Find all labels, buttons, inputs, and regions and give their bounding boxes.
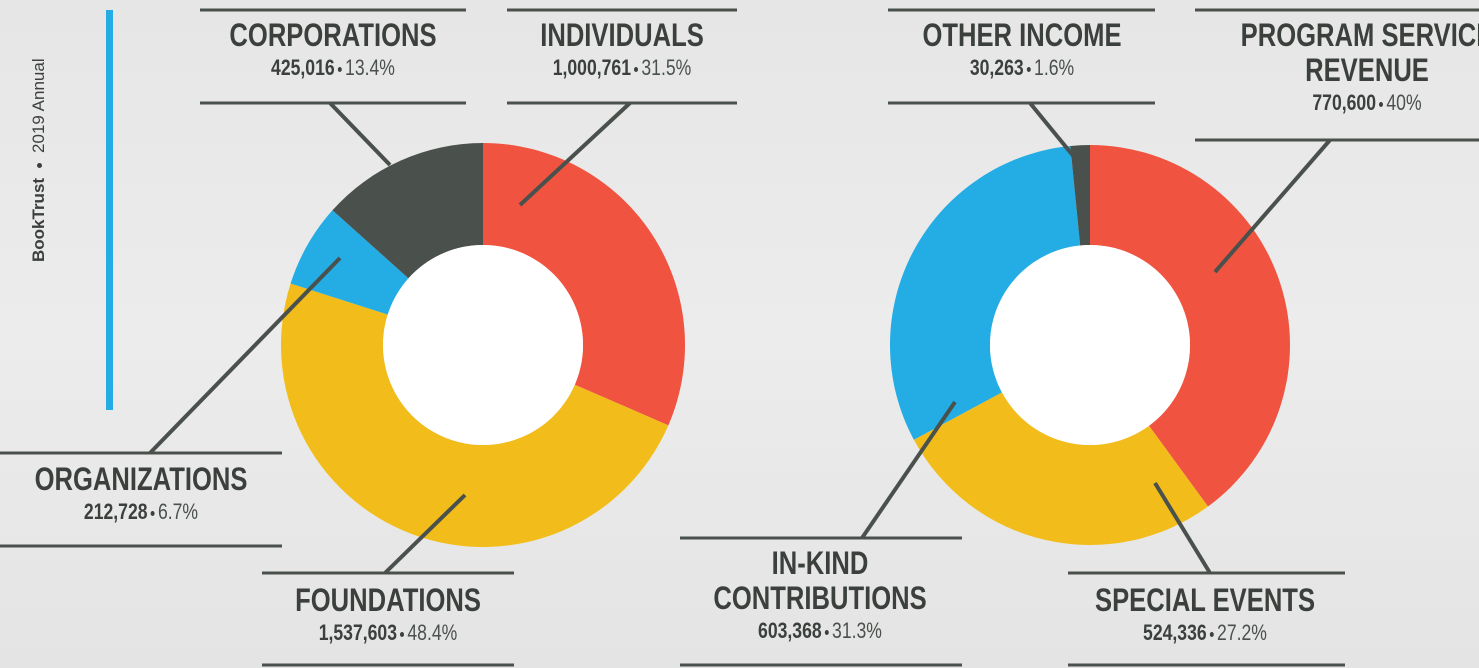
share-label: 40% — [1386, 90, 1421, 115]
value-label: 1,000,761 — [553, 55, 631, 80]
value-label: 425,016 — [271, 55, 335, 80]
value-line: 603,368 31.3% — [676, 616, 964, 646]
share-label: 48.4% — [407, 620, 457, 645]
category-name: PROGRAM SERVICE REVENUE — [1223, 18, 1479, 88]
share-label: 6.7% — [158, 499, 198, 524]
separator — [151, 511, 155, 516]
category-name: FOUNDATIONS — [244, 583, 532, 618]
value-line: 770,600 40% — [1223, 88, 1479, 118]
value-line: 1,000,761 31.5% — [478, 53, 766, 83]
donut-hole — [990, 245, 1190, 445]
value-line: 30,263 1.6% — [878, 53, 1166, 83]
value-line: 524,336 27.2% — [1061, 618, 1349, 648]
accent-bar — [106, 10, 113, 410]
value-label: 603,368 — [758, 618, 822, 643]
separator — [825, 630, 829, 635]
separator — [400, 632, 404, 637]
share-label: 31.5% — [641, 55, 691, 80]
category-name: ORGANIZATIONS — [0, 462, 285, 497]
separator — [634, 67, 638, 72]
value-label: 30,263 — [970, 55, 1024, 80]
value-label: 212,728 — [84, 499, 148, 524]
value-line: 212,728 6.7% — [0, 497, 285, 527]
category-name: INDIVIDUALS — [478, 18, 766, 53]
share-label: 13.4% — [345, 55, 395, 80]
separator — [1027, 67, 1031, 72]
category-name: SPECIAL EVENTS — [1061, 583, 1349, 618]
donut-hole — [383, 245, 583, 445]
value-label: 524,336 — [1143, 620, 1207, 645]
category-name: IN-KIND CONTRIBUTIONS — [676, 546, 964, 616]
category-name: CORPORATIONS — [189, 18, 477, 53]
separator — [338, 67, 342, 72]
leader-line — [330, 103, 390, 165]
separator — [1379, 102, 1383, 107]
share-label: 1.6% — [1034, 55, 1074, 80]
value-line: 1,537,603 48.4% — [244, 618, 532, 648]
category-name: OTHER INCOME — [878, 18, 1166, 53]
page: BookTrust2019 Annual (() => { const data… — [0, 0, 1479, 668]
value-line: 425,016 13.4% — [189, 53, 477, 83]
separator — [1210, 632, 1214, 637]
value-label: 1,537,603 — [319, 620, 397, 645]
share-label: 31.3% — [832, 618, 882, 643]
value-label: 770,600 — [1312, 90, 1376, 115]
share-label: 27.2% — [1217, 620, 1267, 645]
